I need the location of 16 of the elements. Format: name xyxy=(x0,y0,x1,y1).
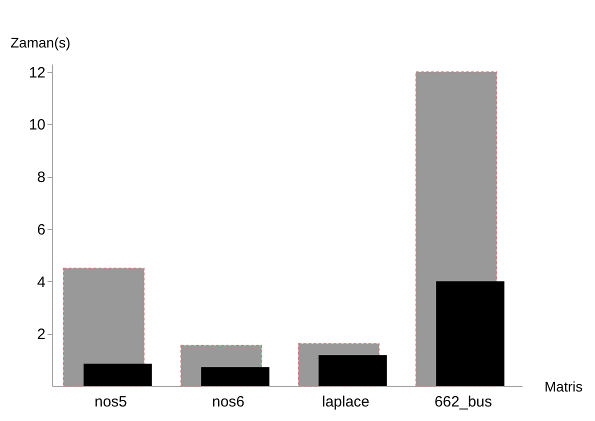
y-tick-label: 2 xyxy=(37,326,46,344)
y-tick-label: 10 xyxy=(28,116,46,134)
x-tick-label: 662_bus xyxy=(434,394,492,410)
bar xyxy=(201,367,270,386)
bar xyxy=(436,281,504,386)
y-tick-label: 12 xyxy=(28,64,46,82)
y-axis-title: Zaman(s) xyxy=(10,34,70,50)
bar xyxy=(318,355,387,386)
x-tick-label: nos5 xyxy=(94,394,128,410)
x-tick-label: laplace xyxy=(322,394,370,410)
x-tick-label: nos6 xyxy=(212,394,245,410)
bar xyxy=(84,364,152,386)
x-axis-title: Matris xyxy=(544,378,583,394)
y-tick-label: 6 xyxy=(37,221,46,238)
y-tick-label: 4 xyxy=(37,274,46,291)
y-tick-label: 8 xyxy=(37,169,46,186)
